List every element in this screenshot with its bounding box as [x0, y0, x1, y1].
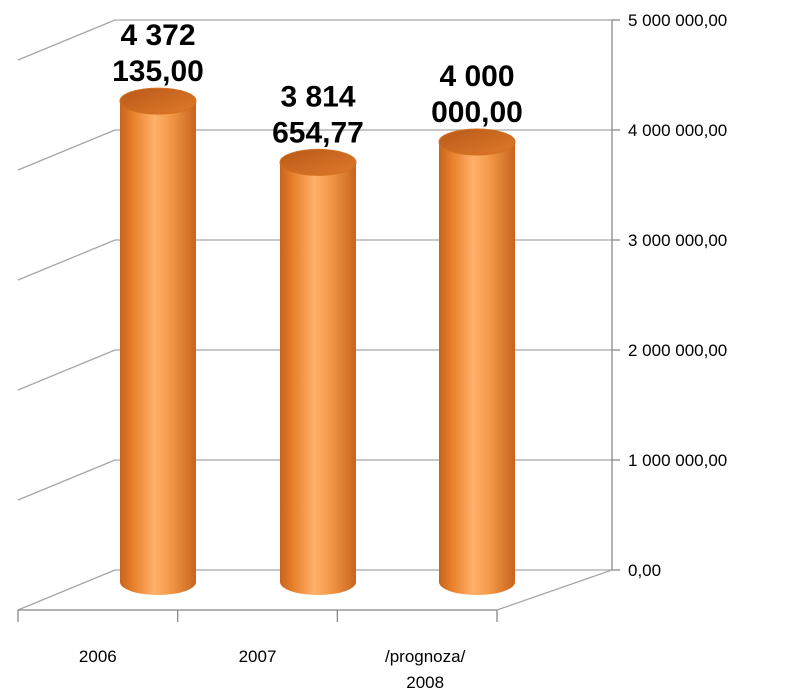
y-tick-label: 4 000 000,00 — [628, 121, 727, 140]
bar — [119, 87, 197, 595]
bars — [119, 87, 516, 595]
gridline-side — [17, 129, 116, 171]
data-label: 654,77 — [272, 116, 364, 149]
bar-body — [120, 101, 196, 595]
bar-top — [279, 148, 357, 176]
data-label: 4 000 — [439, 60, 514, 93]
axes — [17, 19, 620, 622]
bar — [279, 148, 357, 595]
bar-body — [280, 162, 356, 595]
bar-top — [438, 128, 516, 156]
x-tick-label: 2008 — [406, 673, 444, 692]
data-label: 135,00 — [112, 55, 204, 88]
floor-edge — [496, 569, 613, 611]
gridline-side — [17, 569, 116, 611]
data-label: 000,00 — [431, 96, 523, 129]
bar-top — [119, 87, 197, 115]
labels: 0,00 1 000 000,00 2 000 000,00 3 000 000,00… — [79, 11, 727, 692]
gridlines — [17, 19, 612, 611]
x-tick-label: 2006 — [79, 647, 117, 666]
data-label: 3 814 — [280, 80, 355, 113]
gridline-side — [17, 459, 116, 501]
bar — [438, 128, 516, 595]
gridline-side — [17, 19, 116, 61]
y-tick-label: 1 000 000,00 — [628, 451, 727, 470]
data-label: 4 372 — [120, 19, 195, 52]
y-tick-label: 2 000 000,00 — [628, 341, 727, 360]
y-tick-label: 3 000 000,00 — [628, 231, 727, 250]
y-tick-label: 0,00 — [628, 561, 661, 580]
gridline-side — [17, 349, 116, 391]
x-tick-label: /prognoza/ — [385, 647, 466, 666]
y-tick-label: 5 000 000,00 — [628, 11, 727, 30]
bar-body — [439, 142, 515, 595]
gridline-side — [17, 239, 116, 281]
x-tick-label: 2007 — [239, 647, 277, 666]
